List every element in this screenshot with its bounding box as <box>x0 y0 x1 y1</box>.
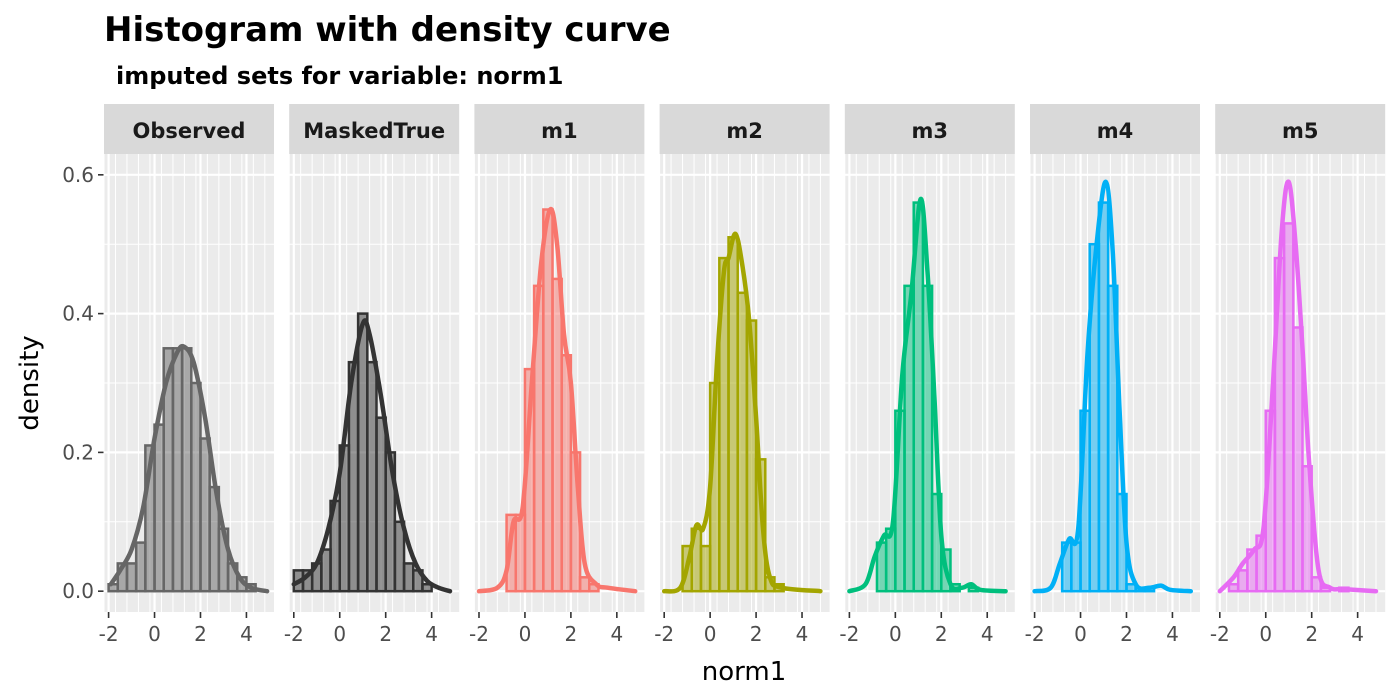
facet-strip-label: m2 <box>726 119 763 143</box>
density-curve <box>1217 179 1379 594</box>
facet-panel-m2: m2 -2 0 2 4 <box>654 104 830 646</box>
y-tick-label: 0.6 <box>62 163 94 187</box>
histogram-bar <box>542 208 554 593</box>
x-tick-label: -2 <box>654 622 674 646</box>
x-tick-label: 4 <box>240 622 253 646</box>
x-tick-label: -2 <box>99 622 119 646</box>
histogram-bar <box>366 360 378 593</box>
y-tick-label: 0.0 <box>62 579 94 603</box>
x-tick-label: 2 <box>194 622 207 646</box>
histogram-bar <box>1070 541 1082 593</box>
histogram-bar <box>745 319 758 593</box>
facet-strip <box>289 104 460 154</box>
histogram-bar <box>421 582 433 593</box>
x-tick-label: 4 <box>981 622 994 646</box>
density-curve <box>291 318 453 594</box>
histogram-bar <box>1301 465 1313 593</box>
x-tick-label: -2 <box>1025 622 1045 646</box>
histogram-bar <box>171 347 184 593</box>
x-tick-label: -2 <box>1210 622 1230 646</box>
facet-strip-label: MaskedTrue <box>303 119 445 143</box>
facet-strip-label: Observed <box>133 119 246 143</box>
x-axis-title: norm1 <box>702 657 787 687</box>
x-tick-label: 4 <box>796 622 809 646</box>
x-tick-label: 2 <box>565 622 578 646</box>
x-tick-label: 4 <box>1166 622 1179 646</box>
histogram-bar <box>402 562 415 593</box>
y-tick-label: 0.4 <box>62 302 94 326</box>
x-tick-label: 0 <box>519 622 532 646</box>
histogram-bar <box>180 347 193 593</box>
histogram-bar <box>199 437 211 593</box>
histogram-bar <box>736 291 749 593</box>
x-tick-label: 2 <box>379 622 392 646</box>
histogram-bar <box>578 576 591 593</box>
histogram-bar <box>190 381 202 593</box>
histogram-bar <box>727 236 739 593</box>
histogram-bar <box>699 544 712 593</box>
facet-strip-label: m3 <box>912 119 949 143</box>
density-curve <box>108 343 270 594</box>
facet-strip <box>104 104 274 154</box>
facet-panel-m5: m5 -2 0 2 4 <box>1210 104 1386 646</box>
facet-strip <box>659 104 830 154</box>
x-tick-label: -2 <box>839 622 859 646</box>
chart-subtitle: imputed sets for variable: norm1 <box>116 62 563 90</box>
x-tick-label: 0 <box>704 622 717 646</box>
facet-strip <box>1215 104 1386 154</box>
facet-panel-m1: m1 -2 0 2 4 <box>469 104 645 646</box>
x-tick-label: 4 <box>1351 622 1364 646</box>
histogram-bar <box>551 277 563 593</box>
histogram-bar <box>1236 569 1249 593</box>
x-tick-label: 4 <box>425 622 438 646</box>
x-tick-label: -2 <box>469 622 489 646</box>
chart-title: Histogram with density curve <box>104 10 671 50</box>
facet-strip <box>844 104 1015 154</box>
facet-panel-m3: m3 -2 0 2 4 <box>839 104 1015 646</box>
histogram-bar <box>134 541 147 593</box>
facet-panels: Observed -2 0 2 4 MaskedTrue -2 0 2 4 m1 -2 0 2 4 m2 -2 0… <box>99 104 1386 646</box>
x-tick-label: 2 <box>750 622 763 646</box>
x-tick-label: 2 <box>1305 622 1318 646</box>
y-tick-label: 0.2 <box>62 440 94 464</box>
histogram-bar <box>356 312 369 593</box>
histogram-bar <box>375 416 387 593</box>
facet-panel-Observed: Observed -2 0 2 4 <box>99 104 274 646</box>
histogram-bar <box>393 520 406 593</box>
x-tick-label: 2 <box>935 622 948 646</box>
x-tick-label: 0 <box>1259 622 1272 646</box>
x-tick-label: -2 <box>284 622 304 646</box>
facet-strip <box>474 104 645 154</box>
histogram-bar <box>1097 201 1110 593</box>
density-curve <box>1032 179 1194 594</box>
y-axis-title: density <box>15 335 45 430</box>
facet-strip-label: m5 <box>1282 119 1319 143</box>
x-tick-label: 0 <box>889 622 902 646</box>
y-axis: 0.0 0.2 0.4 0.6 <box>62 163 104 603</box>
facet-strip-label: m4 <box>1097 119 1134 143</box>
histogram-bar <box>320 548 332 593</box>
density-curve <box>661 231 823 594</box>
facet-strip <box>1030 104 1200 154</box>
histogram-bar <box>125 562 138 593</box>
histogram-bar <box>514 513 527 593</box>
density-curve <box>847 196 1008 594</box>
histogram-bar <box>153 423 165 593</box>
x-tick-label: 0 <box>148 622 161 646</box>
x-tick-label: 0 <box>1074 622 1087 646</box>
facet-strip-label: m1 <box>541 119 578 143</box>
x-tick-label: 4 <box>610 622 623 646</box>
histogram-bar <box>1282 222 1295 593</box>
histogram-bar <box>1227 582 1240 593</box>
facet-panel-MaskedTrue: MaskedTrue -2 0 2 4 <box>284 104 460 646</box>
density-curve <box>476 206 638 594</box>
histogram-bar <box>1292 326 1304 593</box>
x-tick-label: 0 <box>333 622 346 646</box>
x-tick-label: 2 <box>1120 622 1133 646</box>
facet-panel-m4: m4 -2 0 2 4 <box>1025 104 1200 646</box>
